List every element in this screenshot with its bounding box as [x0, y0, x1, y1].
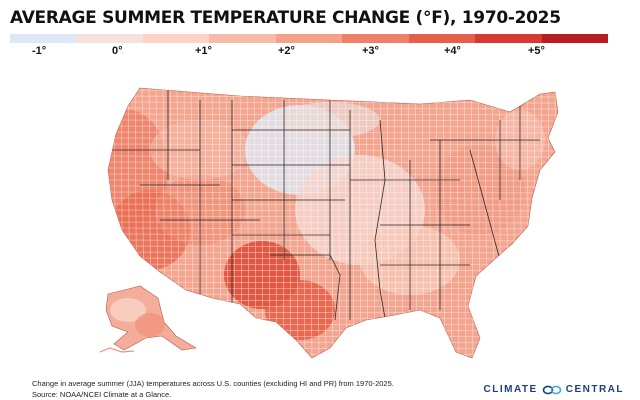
caption: Change in average summer (JJA) temperatu… — [32, 378, 394, 400]
legend-label: +5° — [528, 45, 545, 57]
chart-title: AVERAGE SUMMER TEMPERATURE CHANGE (°F), … — [10, 8, 561, 28]
state-borders — [108, 88, 540, 321]
us-county-map — [99, 87, 559, 359]
infinity-logo-icon — [542, 385, 562, 394]
legend-label: +1° — [195, 45, 212, 57]
legend-swatch — [541, 34, 608, 43]
legend-swatch — [10, 34, 77, 43]
alaska — [99, 285, 197, 353]
legend-swatch — [209, 34, 276, 43]
legend-swatch — [275, 34, 343, 43]
legend-color-bar — [10, 34, 608, 43]
legend-swatch — [76, 34, 143, 43]
legend-swatch — [142, 34, 210, 43]
legend-swatch — [475, 34, 542, 43]
legend-swatch — [408, 34, 476, 43]
legend-labels: -1° 0° +1° +2° +3° +4° +5° — [10, 45, 608, 61]
caption-description: Change in average summer (JJA) temperatu… — [32, 379, 394, 388]
climate-central-logo: CLIMATE CENTRAL — [484, 384, 624, 395]
legend-label: -1° — [32, 45, 47, 57]
brand-word-right: CENTRAL — [565, 384, 624, 395]
lower-48-states — [107, 87, 559, 359]
legend-label: +3° — [362, 45, 379, 57]
caption-source: Source: NOAA/NCEI Climate at a Glance. — [32, 390, 172, 399]
legend-label: +2° — [278, 45, 295, 57]
legend-swatch — [342, 34, 409, 43]
legend-label: 0° — [112, 45, 123, 57]
brand-word-left: CLIMATE — [483, 384, 538, 395]
legend-label: +4° — [444, 45, 461, 57]
